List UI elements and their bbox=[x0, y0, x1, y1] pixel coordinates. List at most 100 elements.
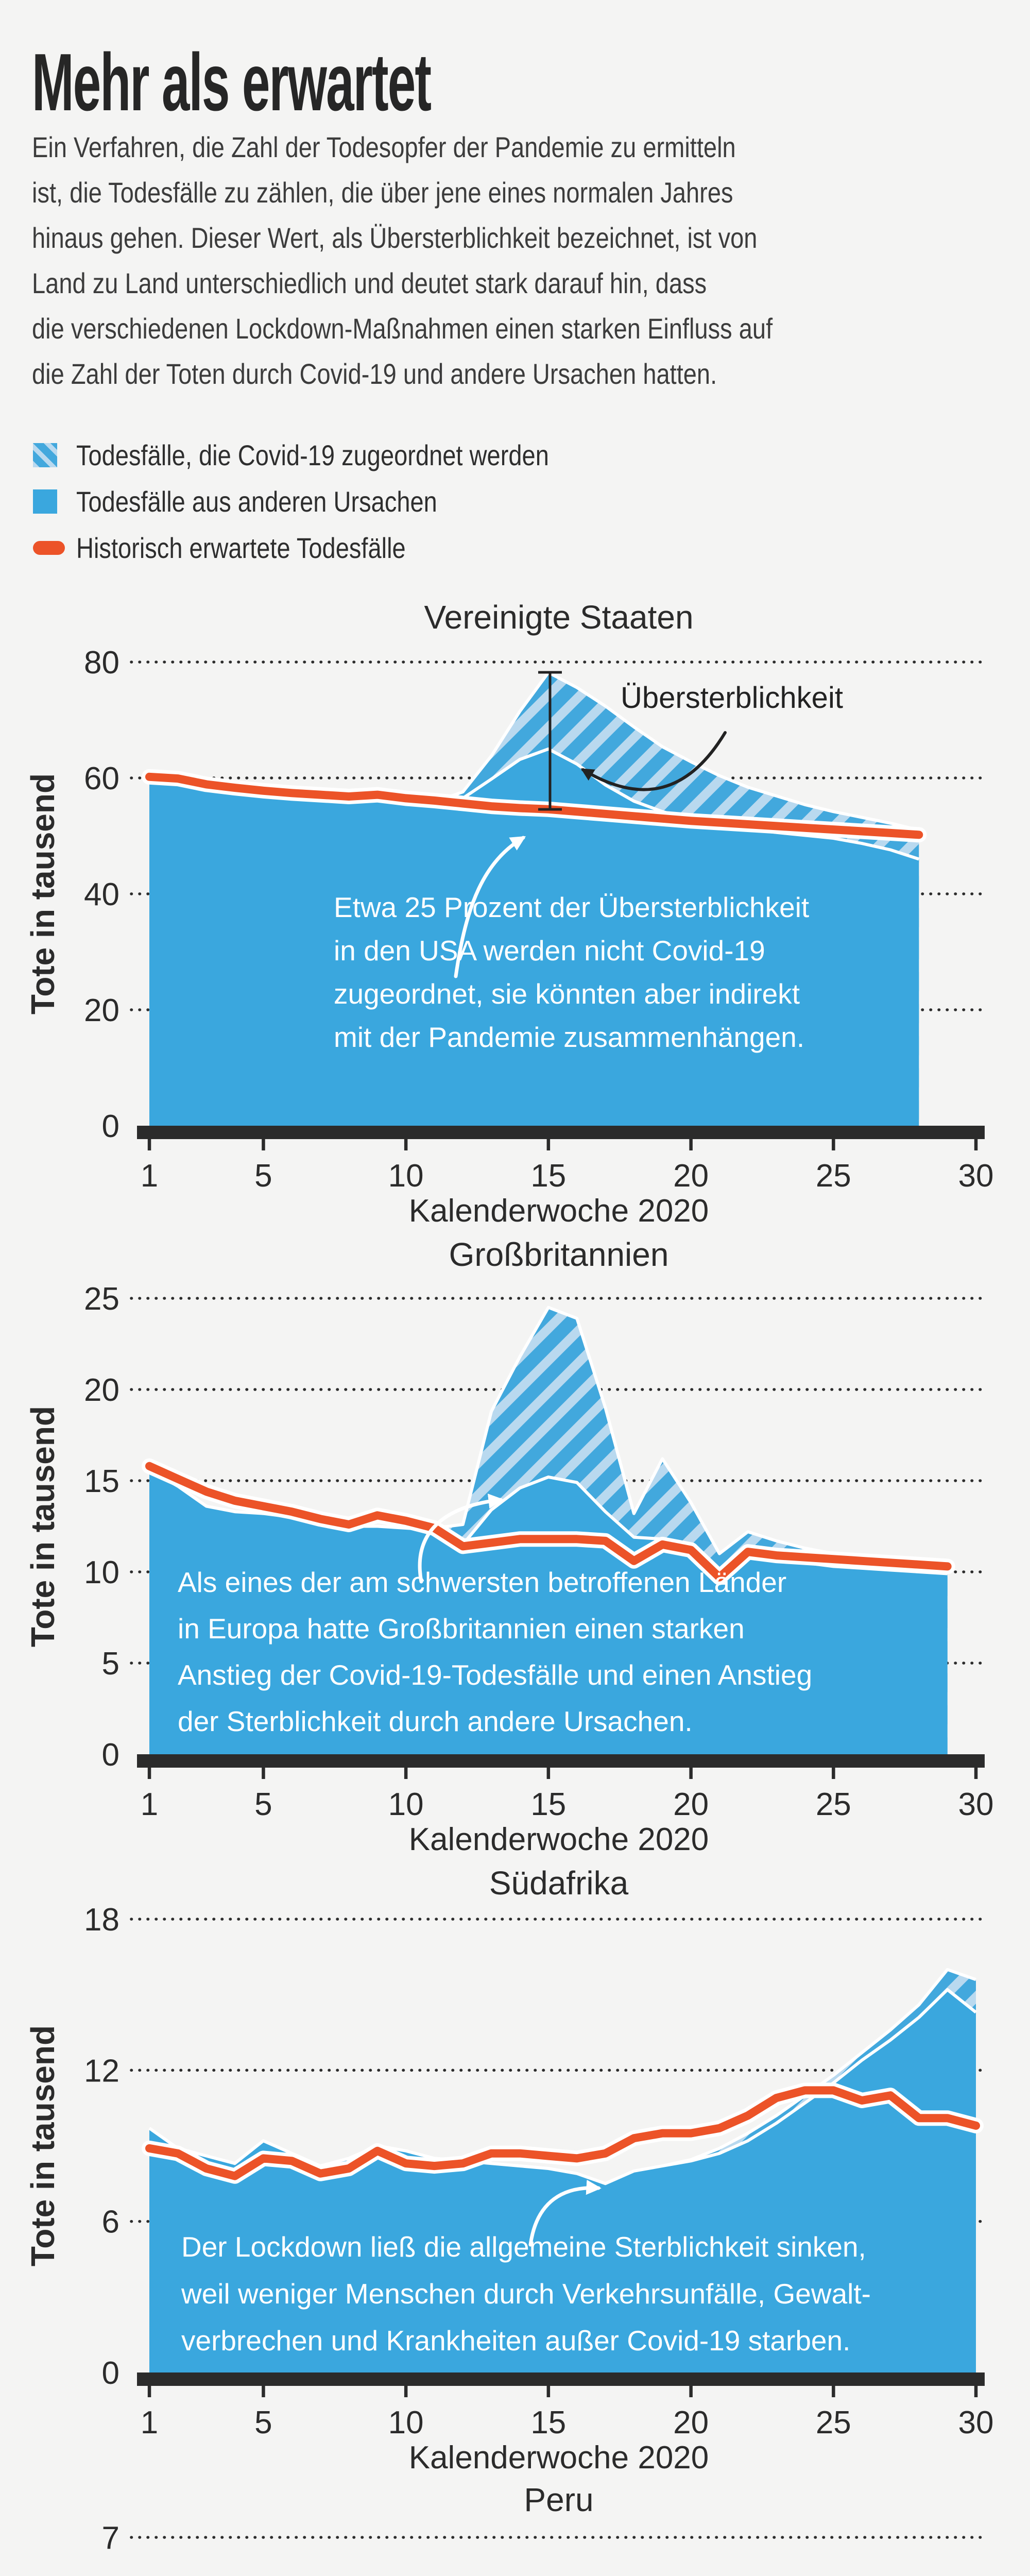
svg-text:1: 1 bbox=[141, 2405, 158, 2441]
svg-text:30: 30 bbox=[958, 1158, 994, 1194]
svg-text:12: 12 bbox=[84, 2053, 119, 2089]
svg-text:10: 10 bbox=[388, 1158, 424, 1194]
annotation-arrow bbox=[454, 836, 526, 978]
annotation-note: Als eines der am schwersten betroffenen … bbox=[178, 1566, 812, 1737]
solid-blue-swatch-icon bbox=[33, 489, 57, 514]
intro-line: die Zahl der Toten durch Covid-19 und an… bbox=[32, 358, 717, 390]
svg-text:40: 40 bbox=[84, 877, 119, 912]
svg-text:20: 20 bbox=[84, 993, 119, 1028]
svg-text:15: 15 bbox=[84, 1464, 119, 1499]
svg-text:10: 10 bbox=[388, 1787, 424, 1822]
peru-excess-mortality-chart: 01234567151015202530Kalenderwoche 2020Pe… bbox=[102, 2481, 984, 2556]
annotation-arrow bbox=[418, 1494, 504, 1584]
intro-line: die verschiedenen Lockdown-Maßnahmen ein… bbox=[32, 312, 773, 345]
svg-text:10: 10 bbox=[84, 1555, 119, 1590]
svg-text:5: 5 bbox=[254, 1787, 272, 1822]
x-axis-tick-labels: 1 5 10 15 20 25 30 bbox=[141, 2386, 994, 2441]
svg-text:5: 5 bbox=[254, 2405, 272, 2441]
svg-text:mit der Pandemie zusammenhänge: mit der Pandemie zusammenhängen. bbox=[334, 1021, 804, 1053]
svg-text:Etwa 25 Prozent der Übersterbl: Etwa 25 Prozent der Übersterblichkeit bbox=[334, 891, 809, 923]
svg-text:in den USA werden nicht Covid-: in den USA werden nicht Covid-19 bbox=[334, 935, 765, 967]
legend-item-other-deaths: Todesfälle aus anderen Ursachen bbox=[33, 478, 639, 524]
svg-text:7: 7 bbox=[102, 2520, 119, 2556]
svg-text:25: 25 bbox=[84, 1281, 119, 1317]
svg-text:Als eines der am schwersten be: Als eines der am schwersten betroffenen … bbox=[178, 1566, 786, 1598]
page-title: Mehr als erwartet bbox=[32, 37, 432, 128]
svg-text:15: 15 bbox=[530, 2405, 566, 2441]
svg-text:5: 5 bbox=[254, 1158, 272, 1194]
svg-text:25: 25 bbox=[816, 1158, 851, 1194]
svg-text:25: 25 bbox=[816, 2405, 851, 2441]
legend-label: Todesfälle, die Covid-19 zugeordnet werd… bbox=[76, 438, 549, 471]
annotation-note: Etwa 25 Prozent der Übersterblichkeit in … bbox=[334, 891, 809, 1053]
legend: Todesfälle, die Covid-19 zugeordnet werd… bbox=[33, 432, 639, 571]
expected-deaths-line bbox=[145, 1462, 952, 1582]
svg-text:80: 80 bbox=[84, 645, 119, 681]
gridlines bbox=[130, 2536, 984, 2539]
hatched-blue-swatch-icon bbox=[33, 443, 57, 467]
header: Mehr als erwartet Ein Verfahren, die Zah… bbox=[0, 0, 1030, 587]
svg-text:30: 30 bbox=[958, 2405, 994, 2441]
svg-text:20: 20 bbox=[673, 1787, 709, 1822]
other-causes-area bbox=[149, 1989, 976, 2372]
annotation-note: Der Lockdown ließ die allgemeine Sterbli… bbox=[181, 2231, 871, 2357]
y-axis-tick-labels: 0 20 40 60 80 bbox=[84, 645, 119, 1144]
expected-deaths-line bbox=[145, 2086, 980, 2180]
svg-text:25: 25 bbox=[816, 1787, 851, 1822]
svg-text:0: 0 bbox=[102, 2355, 119, 2391]
svg-text:20: 20 bbox=[84, 1372, 119, 1408]
svg-text:6: 6 bbox=[102, 2205, 119, 2240]
y-axis-tick-labels: 01234567 bbox=[102, 2520, 119, 2556]
svg-text:15: 15 bbox=[530, 1158, 566, 1194]
x-axis-tick-labels: 1 5 10 15 20 25 30 bbox=[141, 1139, 994, 1194]
y-axis-tick-labels: 0 6 12 18 bbox=[84, 1902, 119, 2391]
legend-label: Historisch erwartete Todesfälle bbox=[76, 531, 406, 564]
intro-paragraph: Ein Verfahren, die Zahl der Todesopfer d… bbox=[32, 125, 914, 397]
y-axis-title: Tote in tausend bbox=[24, 1406, 61, 1647]
svg-text:60: 60 bbox=[84, 761, 119, 796]
svg-text:10: 10 bbox=[388, 2405, 424, 2441]
excess-mortality-label: Übersterblichkeit bbox=[621, 681, 843, 715]
svg-text:0: 0 bbox=[102, 1109, 119, 1144]
legend-label: Todesfälle aus anderen Ursachen bbox=[76, 485, 437, 518]
svg-text:Der Lockdown ließ die allgemei: Der Lockdown ließ die allgemeine Sterbli… bbox=[181, 2231, 866, 2263]
x-axis-bar bbox=[137, 1754, 985, 1768]
intro-line: ist, die Todesfälle zu zählen, die über … bbox=[32, 176, 733, 209]
chart-title: Vereinigte Staaten bbox=[424, 599, 693, 636]
y-axis-title: Tote in tausend bbox=[24, 2025, 61, 2266]
intro-line: Land zu Land unterschiedlich und deutet … bbox=[32, 267, 707, 299]
svg-text:0: 0 bbox=[102, 1737, 119, 1773]
svg-text:18: 18 bbox=[84, 1902, 119, 1938]
svg-text:15: 15 bbox=[530, 1787, 566, 1822]
x-axis-bar bbox=[137, 2372, 985, 2386]
svg-text:zugeordnet, sie könnten aber i: zugeordnet, sie könnten aber indirekt bbox=[334, 978, 800, 1010]
svg-text:5: 5 bbox=[102, 1646, 119, 1682]
svg-text:der Sterblichkeit durch andere: der Sterblichkeit durch andere Ursachen. bbox=[178, 1705, 693, 1737]
annotation-arrow bbox=[528, 2179, 602, 2247]
orange-line-swatch-icon bbox=[33, 540, 65, 555]
svg-text:Anstieg der Covid-19-Todesfäll: Anstieg der Covid-19-Todesfälle und eine… bbox=[178, 1659, 812, 1691]
expected-deaths-line bbox=[145, 772, 923, 839]
excess-mortality-bracket bbox=[538, 671, 562, 811]
intro-line: hinaus gehen. Dieser Wert, als Übersterb… bbox=[32, 222, 758, 254]
legend-item-expected-deaths: Historisch erwartete Todesfälle bbox=[33, 524, 639, 571]
svg-text:in Europa hatte Großbritannien: in Europa hatte Großbritannien einen sta… bbox=[178, 1613, 745, 1645]
legend-item-covid-deaths: Todesfälle, die Covid-19 zugeordnet werd… bbox=[33, 432, 639, 478]
x-axis-title: Kalenderwoche 2020 bbox=[409, 1193, 709, 1229]
svg-text:verbrechen und Krankheiten auß: verbrechen und Krankheiten außer Covid-1… bbox=[181, 2325, 850, 2357]
svg-text:30: 30 bbox=[958, 1787, 994, 1822]
svg-text:1: 1 bbox=[141, 1787, 158, 1822]
other-causes-area bbox=[149, 1469, 948, 1754]
x-axis-title: Kalenderwoche 2020 bbox=[409, 2440, 709, 2473]
y-axis-tick-labels: 0 5 10 15 20 25 bbox=[84, 1281, 119, 1773]
x-axis-tick-labels: 1 5 10 15 20 25 30 bbox=[141, 1768, 994, 1822]
chart-title: Peru bbox=[524, 2481, 593, 2518]
svg-text:1: 1 bbox=[141, 1158, 158, 1194]
x-axis-bar bbox=[137, 1126, 985, 1139]
y-axis-title: Tote in tausend bbox=[24, 773, 61, 1014]
svg-text:20: 20 bbox=[673, 2405, 709, 2441]
